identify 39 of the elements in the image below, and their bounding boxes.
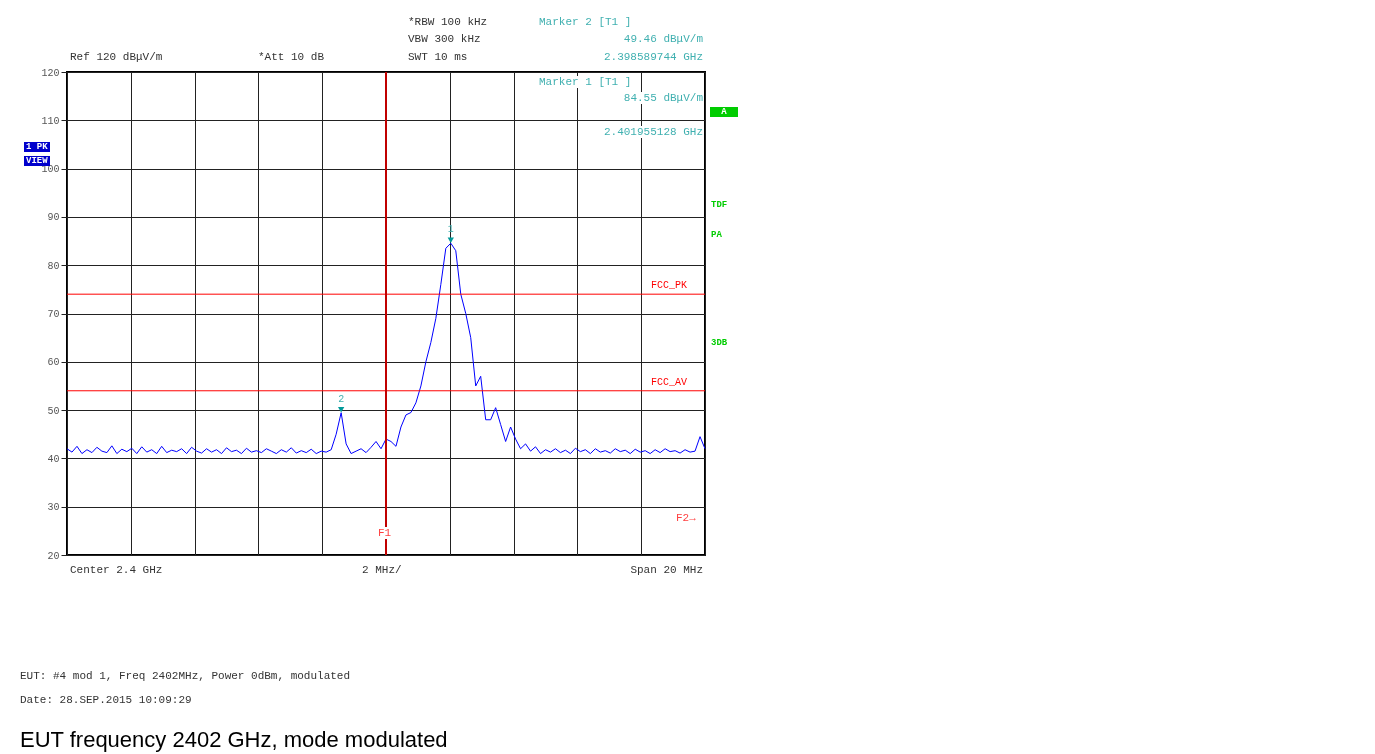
text: 2.398589744 GHz (603, 51, 703, 63)
y-tick-label: 70 (47, 309, 60, 320)
text: EUT frequency 2402 GHz, mode modulated (20, 727, 448, 753)
text: PA (711, 230, 722, 240)
text: 3DB (711, 338, 728, 348)
text: VIEW (24, 156, 50, 166)
text: TDF (711, 200, 728, 210)
annotation: 2 (338, 393, 345, 405)
text: SWT 10 ms (408, 51, 468, 63)
text: Center 2.4 GHz (70, 564, 163, 576)
ref-line-label: FCC_PK (650, 280, 687, 292)
text: Date: 28.SEP.2015 10:09:29 (20, 694, 192, 706)
y-tick-label: 30 (47, 502, 60, 514)
annotation: Marker 1 [T1 ] (539, 76, 632, 88)
text: *Att 10 dB (258, 51, 325, 63)
y-tick-label: 40 (47, 453, 60, 465)
ref-line-label: FCC_AV (650, 376, 687, 388)
y-tick-label: 110 (41, 115, 60, 127)
annotation: F1 (378, 527, 392, 539)
annotation: 84.55 dBμV/m (623, 92, 703, 104)
y-tick-label: 60 (47, 357, 60, 369)
text: Marker 2 [T1 ] (539, 16, 632, 28)
y-tick-label: 20 (47, 550, 60, 562)
text: Ref 120 dBμV/m (70, 51, 163, 63)
y-tick-label: 50 (47, 405, 60, 417)
annotation: F2→ (676, 512, 696, 524)
text: VBW 300 kHz (408, 33, 481, 45)
text: 2 MHz/ (362, 564, 402, 576)
y-tick-label: 100 (41, 164, 60, 176)
text: EUT: #4 mod 1, Freq 2402MHz, Power 0dBm, modulated (20, 670, 351, 682)
text: 49.46 dBμV/m (623, 33, 703, 45)
y-tick-label: 80 (47, 260, 60, 272)
text: Span 20 MHz (630, 564, 703, 576)
text: *RBW 100 kHz (408, 16, 488, 28)
y-tick-label: 90 (47, 212, 60, 224)
annotation: 2.401955128 GHz (603, 126, 703, 138)
y-tick-label: 120 (41, 67, 60, 79)
text: 1 PK (24, 142, 50, 152)
text: A (710, 107, 738, 117)
